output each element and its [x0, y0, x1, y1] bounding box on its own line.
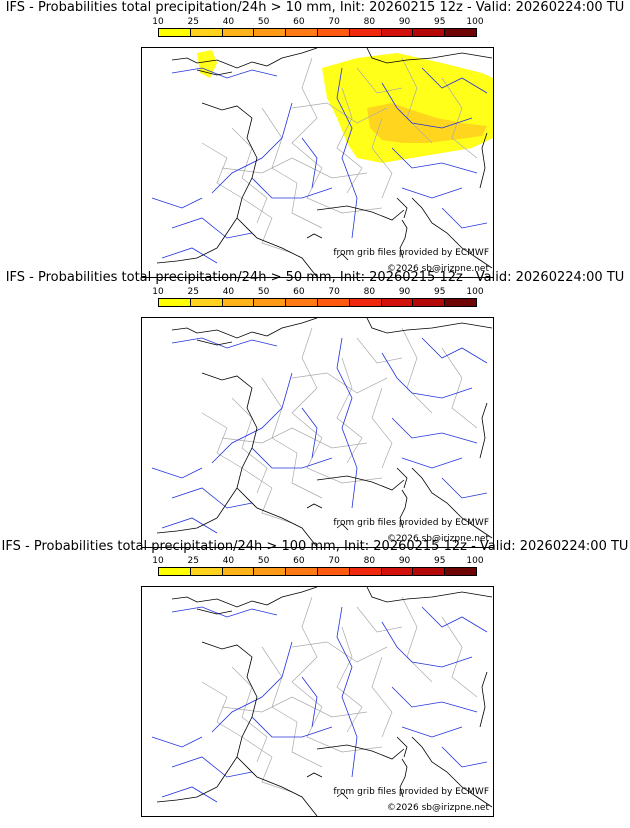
colorbar-segment [349, 568, 382, 575]
colorbar-segment [317, 29, 350, 36]
copyright: ©2026 sb@irizpne.net [386, 803, 489, 813]
colorbar-tick-label: 70 [328, 556, 340, 566]
colorbar-segment [413, 299, 446, 306]
precip-area [197, 50, 217, 78]
colorbar [158, 28, 477, 37]
coastline-layer [156, 318, 493, 547]
colorbar-segment [286, 568, 318, 575]
source-credit: from grib files provided by ECMWF [333, 248, 489, 258]
colorbar-segment [190, 568, 223, 575]
panel-title: IFS - Probabilities total precipitation/… [5, 0, 625, 15]
colorbar-tick-label: 60 [293, 556, 305, 566]
panel-title: IFS - Probabilities total precipitation/… [1, 539, 629, 554]
colorbar-segment [445, 29, 476, 36]
colorbar-tick-label: 80 [363, 556, 376, 566]
colorbar-tick-label: 100 [466, 17, 484, 27]
colorbar-tick-label: 50 [257, 17, 270, 27]
colorbar [158, 567, 477, 576]
borders-layer [201, 57, 478, 254]
colorbar-segment [159, 299, 191, 306]
colorbar-segment [190, 29, 223, 36]
colorbar-tick-label: 70 [328, 287, 340, 297]
colorbar-tick-label: 95 [434, 556, 446, 566]
colorbar-tick-label: 40 [222, 287, 235, 297]
colorbar-segment [159, 568, 191, 575]
precip-area [367, 103, 487, 143]
colorbar-tick-label: 90 [398, 287, 411, 297]
colorbar-tick-label: 25 [187, 556, 199, 566]
colorbar-tick-label: 95 [434, 17, 446, 27]
precip-probability-panel-3: IFS - Probabilities total precipitation/… [0, 539, 630, 817]
colorbar [158, 298, 477, 307]
colorbar-segment [317, 299, 350, 306]
colorbar-segment [413, 568, 446, 575]
colorbar-tick-label: 40 [222, 556, 235, 566]
copyright: ©2026 sb@irizpne.net [386, 534, 489, 544]
colorbar-tick-label: 10 [152, 556, 164, 566]
colorbar-segment [222, 299, 255, 306]
coastline-layer [156, 587, 493, 816]
colorbar-tick-label: 60 [293, 287, 305, 297]
borders-layer [201, 596, 478, 793]
colorbar-tick-label: 40 [222, 17, 235, 27]
colorbar-segment [317, 568, 350, 575]
colorbar-segment [254, 29, 287, 36]
colorbar-segment [381, 568, 414, 575]
precip-probability-panel-1: IFS - Probabilities total precipitation/… [0, 0, 630, 278]
precip-probability-panel-2: IFS - Probabilities total precipitation/… [0, 270, 630, 548]
colorbar-tick-label: 100 [466, 556, 484, 566]
colorbar-tick-label: 70 [328, 17, 340, 27]
colorbar-tick-label: 50 [257, 287, 270, 297]
map-frame: from grib files provided by ECMWF ©2026 … [141, 586, 494, 817]
source-credit: from grib files provided by ECMWF [333, 787, 489, 797]
colorbar-segment [349, 299, 382, 306]
colorbar-segment [222, 29, 255, 36]
colorbar-tick-label: 90 [398, 556, 411, 566]
colorbar-segment [381, 29, 414, 36]
coastline-layer [156, 48, 493, 277]
copyright: ©2026 sb@irizpne.net [386, 264, 489, 274]
colorbar-segment [254, 299, 287, 306]
colorbar-tick-label: 10 [152, 17, 164, 27]
colorbar-segment [159, 29, 191, 36]
colorbar-tick-label: 60 [293, 17, 305, 27]
source-credit: from grib files provided by ECMWF [333, 518, 489, 528]
precip-layer [197, 50, 493, 163]
colorbar-tick-label: 50 [257, 556, 270, 566]
rivers-layer [151, 67, 488, 264]
colorbar-tick-label: 100 [466, 287, 484, 297]
map-frame: from grib files provided by ECMWF ©2026 … [141, 317, 494, 548]
colorbar-segment [349, 29, 382, 36]
map-canvas [151, 587, 493, 816]
map-canvas [151, 318, 493, 547]
colorbar-tick-label: 80 [363, 17, 376, 27]
colorbar-tick-label: 80 [363, 287, 376, 297]
colorbar-segment [286, 29, 318, 36]
colorbar-segment [254, 568, 287, 575]
colorbar-segment [445, 299, 476, 306]
colorbar-segment [222, 568, 255, 575]
colorbar-segment [381, 299, 414, 306]
rivers-layer [151, 337, 488, 534]
colorbar-segment [413, 29, 446, 36]
map-frame: from grib files provided by ECMWF ©2026 … [141, 47, 494, 278]
map-canvas [151, 48, 493, 277]
colorbar-tick-label: 25 [187, 17, 199, 27]
colorbar-tick-label: 90 [398, 17, 411, 27]
colorbar-segment [445, 568, 476, 575]
colorbar-tick-label: 25 [187, 287, 199, 297]
colorbar-segment [286, 299, 318, 306]
rivers-layer [151, 606, 488, 803]
panel-title: IFS - Probabilities total precipitation/… [5, 270, 625, 285]
colorbar-tick-label: 10 [152, 287, 164, 297]
colorbar-segment [190, 299, 223, 306]
colorbar-tick-label: 95 [434, 287, 446, 297]
